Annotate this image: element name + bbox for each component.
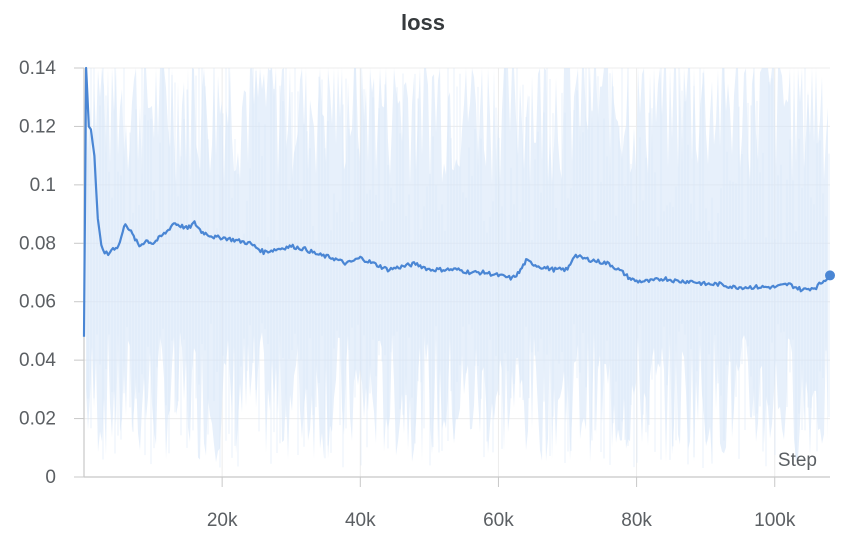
x-tick-label: 20k [207,510,238,531]
x-tick-label: 80k [621,510,652,531]
tick-labels: 0 0.02 0.04 0.06 0.08 0.1 0.12 0.14 20k 40k 60k 80k… [19,58,796,531]
chart-title: loss [400,10,446,35]
y-tick-label: 0.08 [19,233,56,254]
x-tick-label: 100k [754,510,796,531]
y-tick-label: 0.04 [19,350,56,371]
smoothed-loss-line [82,66,831,337]
x-tick-label: 60k [483,510,514,531]
y-tick-label: 0 [45,467,56,488]
y-tick-label: 0.1 [30,175,56,196]
x-tick-label: 40k [345,510,376,531]
y-tick-label: 0.02 [19,409,56,430]
y-tick-label: 0.12 [19,116,56,137]
y-tick-label: 0.14 [19,58,56,79]
last-point-marker [825,270,835,281]
x-axis-label: Step [778,450,817,471]
raw-loss-band [86,68,830,468]
y-tick-label: 0.06 [19,292,56,313]
